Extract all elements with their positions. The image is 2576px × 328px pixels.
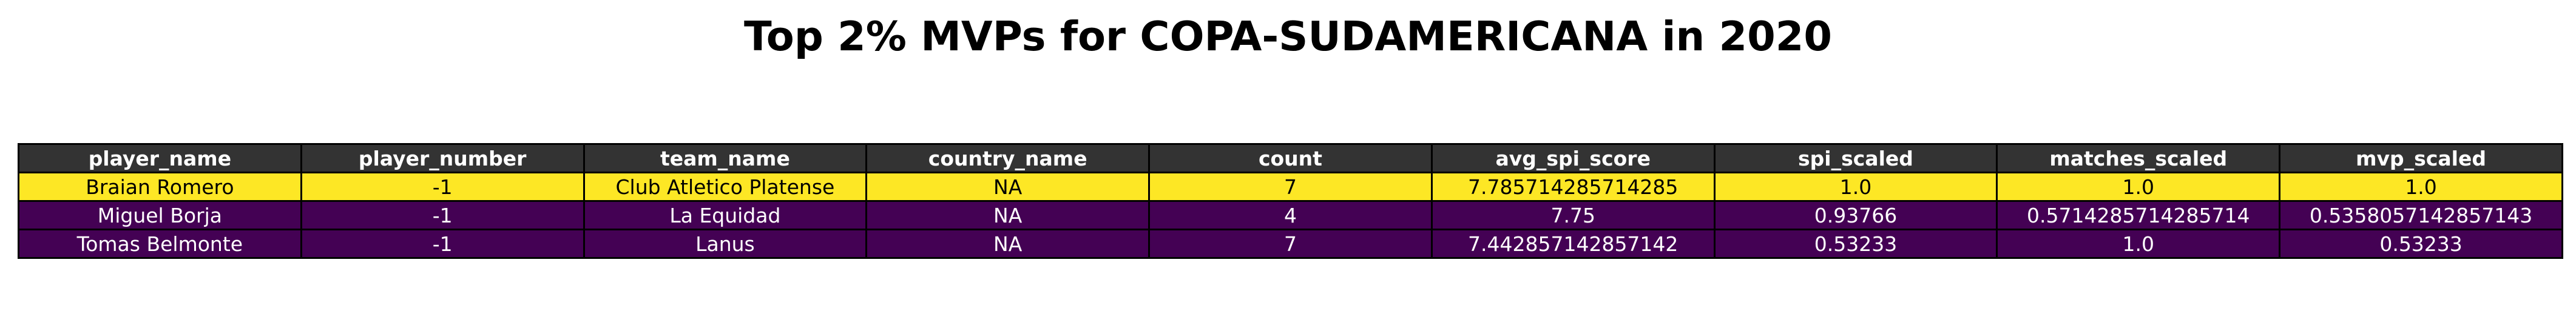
cell-spi-scaled: 0.93766	[1713, 200, 1998, 230]
cell-avg-spi-score: 7.442857142857142	[1430, 229, 1716, 259]
column-header-spi-scaled: spi_scaled	[1713, 143, 1998, 173]
column-header-mvp-scaled: mvp_scaled	[2279, 143, 2563, 173]
cell-mvp-scaled: 0.5358057142857143	[2279, 200, 2563, 230]
column-header-player-name: player_name	[18, 143, 302, 173]
cell-player-number: -1	[300, 172, 585, 202]
cell-avg-spi-score: 7.785714285714285	[1430, 172, 1716, 202]
mvp-table: player_name player_number team_name coun…	[18, 143, 2563, 259]
column-header-team-name: team_name	[583, 143, 868, 173]
cell-matches-scaled: 0.5714285714285714	[1996, 200, 2281, 230]
table-row: Miguel Borja -1 La Equidad NA 4 7.75 0.9…	[18, 200, 2563, 230]
cell-count: 4	[1148, 200, 1433, 230]
table-header-row: player_name player_number team_name coun…	[18, 143, 2563, 173]
cell-player-number: -1	[300, 229, 585, 259]
column-header-matches-scaled: matches_scaled	[1996, 143, 2281, 173]
table-row: Braian Romero -1 Club Atletico Platense …	[18, 172, 2563, 202]
cell-avg-spi-score: 7.75	[1430, 200, 1716, 230]
cell-count: 7	[1148, 172, 1433, 202]
cell-country-name: NA	[865, 229, 1151, 259]
chart-title: Top 2% MVPs for COPA-SUDAMERICANA in 202…	[744, 13, 1832, 60]
cell-country-name: NA	[865, 172, 1151, 202]
cell-player-name: Tomas Belmonte	[18, 229, 302, 259]
column-header-player-number: player_number	[300, 143, 585, 173]
cell-country-name: NA	[865, 200, 1151, 230]
cell-mvp-scaled: 1.0	[2279, 172, 2563, 202]
cell-team-name: Club Atletico Platense	[583, 172, 868, 202]
column-header-country-name: country_name	[865, 143, 1151, 173]
cell-mvp-scaled: 0.53233	[2279, 229, 2563, 259]
cell-player-name: Miguel Borja	[18, 200, 302, 230]
cell-player-number: -1	[300, 200, 585, 230]
cell-team-name: La Equidad	[583, 200, 868, 230]
table-row: Tomas Belmonte -1 Lanus NA 7 7.442857142…	[18, 229, 2563, 259]
column-header-count: count	[1148, 143, 1433, 173]
cell-player-name: Braian Romero	[18, 172, 302, 202]
cell-matches-scaled: 1.0	[1996, 229, 2281, 259]
cell-spi-scaled: 0.53233	[1713, 229, 1998, 259]
cell-matches-scaled: 1.0	[1996, 172, 2281, 202]
cell-count: 7	[1148, 229, 1433, 259]
cell-spi-scaled: 1.0	[1713, 172, 1998, 202]
cell-team-name: Lanus	[583, 229, 868, 259]
column-header-avg-spi-score: avg_spi_score	[1430, 143, 1716, 173]
